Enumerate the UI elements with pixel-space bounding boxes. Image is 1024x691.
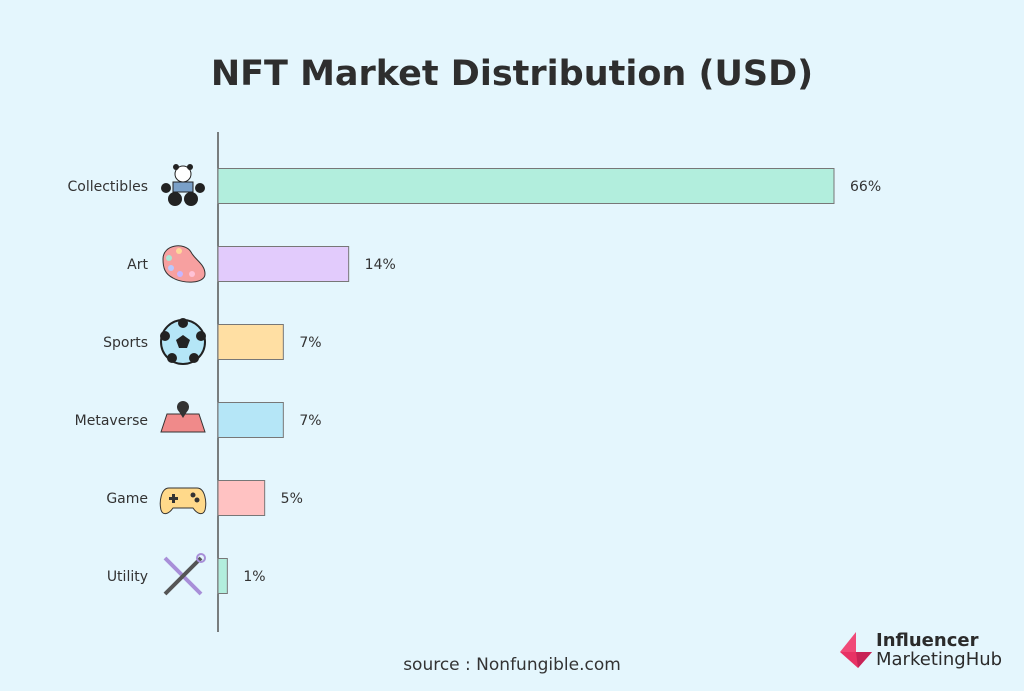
palette-icon [162,245,206,283]
map-pin-icon [160,401,206,433]
panda-icon [161,164,205,206]
data-label: 1% [243,569,265,585]
data-label: 66% [850,179,881,195]
data-label: 5% [281,491,303,507]
category-label: Game [106,491,148,507]
bar-sports [217,324,284,360]
data-label: 7% [299,335,321,351]
category-label: Collectibles [68,179,149,195]
category-label: Metaverse [75,413,148,429]
logo-line1: Influencer [876,630,979,651]
logo-mark-icon [840,632,872,668]
source-note: source : Nonfungible.com [403,655,621,675]
bar-collectibles [217,168,835,204]
data-label: 14% [365,257,396,273]
category-label: Utility [107,569,148,585]
tools-icon [163,553,206,596]
gamepad-icon [159,487,207,515]
bar-game [217,480,266,516]
bar-art [217,246,350,282]
category-label: Sports [103,335,148,351]
chart-title: NFT Market Distribution (USD) [210,54,814,94]
soccer-ball-icon [160,318,206,365]
bar-utility [217,558,228,594]
category-label: Art [127,257,148,273]
influencer-marketinghub-logo: Influencer MarketingHub [840,630,1020,670]
data-label: 7% [299,413,321,429]
logo-line2: MarketingHub [876,649,1003,670]
bar-metaverse [217,402,284,438]
